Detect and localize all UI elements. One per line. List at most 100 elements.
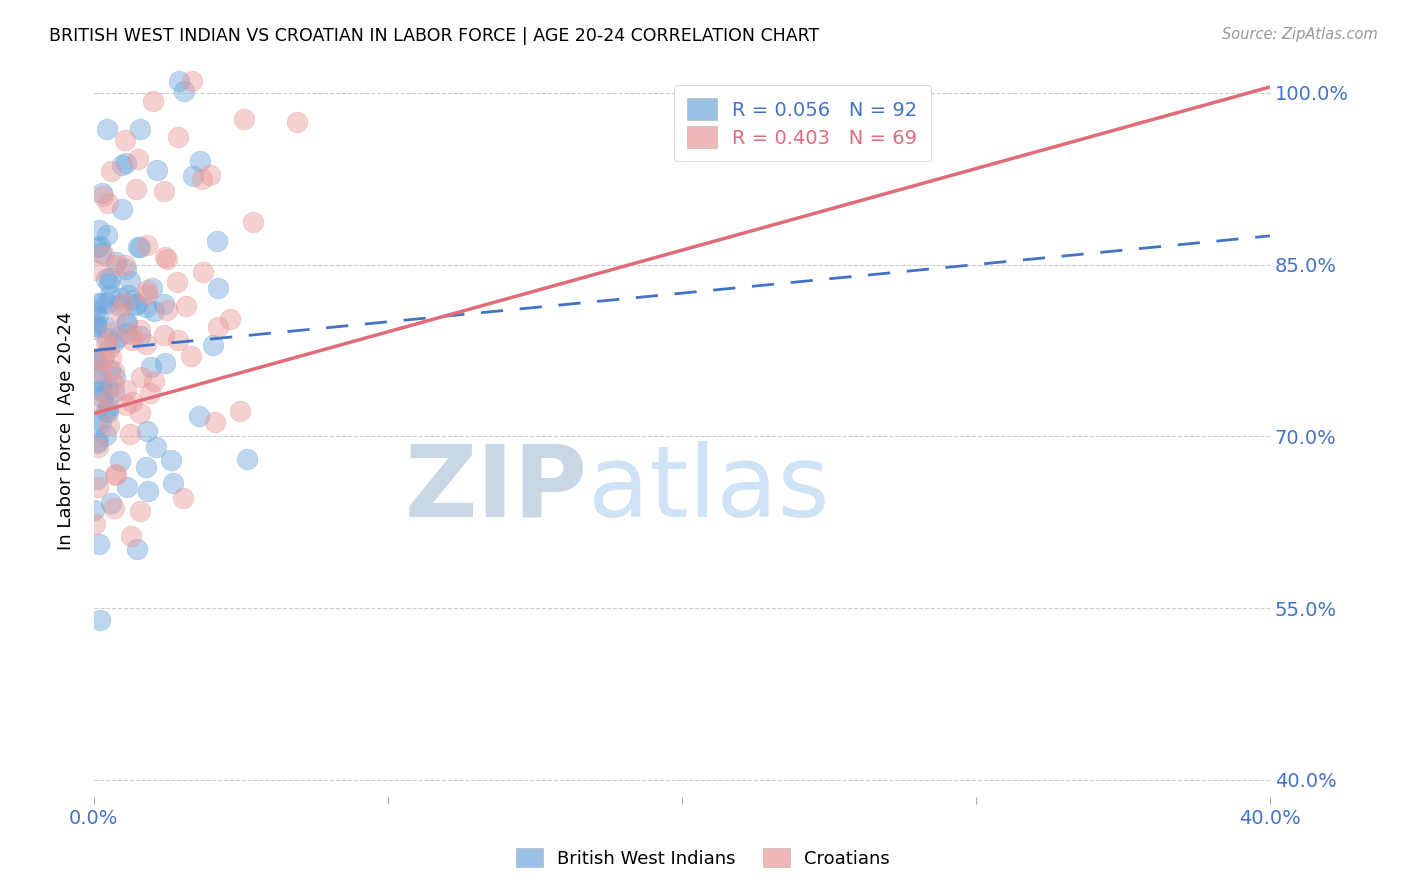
- Point: [114, 258, 136, 272]
- Point: [84, 353, 107, 368]
- Point: [218, 312, 240, 326]
- Point: [103, 335, 125, 350]
- Point: [97, 405, 120, 419]
- Point: [100, 350, 122, 364]
- Point: [167, 74, 190, 88]
- Point: [129, 370, 152, 384]
- Point: [136, 484, 159, 499]
- Point: [167, 333, 190, 347]
- Point: [191, 265, 214, 279]
- Point: [181, 74, 204, 88]
- Y-axis label: In Labor Force | Age 20-24: In Labor Force | Age 20-24: [58, 311, 75, 549]
- Point: [187, 409, 209, 423]
- Point: [242, 214, 264, 228]
- Point: [190, 171, 212, 186]
- Point: [121, 395, 143, 409]
- Point: [120, 529, 142, 543]
- Point: [135, 459, 157, 474]
- Point: [129, 504, 152, 518]
- Point: [136, 237, 159, 252]
- Point: [84, 366, 107, 380]
- Point: [153, 327, 176, 342]
- Text: ZIP: ZIP: [405, 441, 588, 538]
- Point: [121, 293, 143, 307]
- Point: [84, 322, 107, 336]
- Point: [90, 383, 112, 397]
- Point: [107, 329, 129, 343]
- Point: [166, 275, 188, 289]
- Point: [90, 416, 112, 430]
- Point: [201, 338, 224, 352]
- Point: [180, 350, 202, 364]
- Point: [103, 501, 125, 516]
- Point: [91, 189, 114, 203]
- Legend: British West Indians, Croatians: British West Indians, Croatians: [505, 838, 901, 879]
- Point: [89, 374, 111, 388]
- Point: [205, 234, 228, 248]
- Point: [104, 258, 127, 272]
- Point: [198, 169, 221, 183]
- Point: [91, 353, 114, 368]
- Point: [107, 305, 129, 319]
- Point: [153, 356, 176, 370]
- Point: [162, 475, 184, 490]
- Point: [153, 250, 176, 264]
- Point: [111, 202, 134, 217]
- Point: [142, 304, 165, 318]
- Point: [89, 413, 111, 427]
- Point: [285, 115, 308, 129]
- Point: [153, 296, 176, 310]
- Point: [83, 503, 105, 517]
- Point: [90, 364, 112, 378]
- Point: [90, 390, 112, 404]
- Point: [156, 252, 179, 267]
- Point: [87, 537, 110, 551]
- Point: [104, 369, 127, 384]
- Point: [108, 298, 131, 312]
- Point: [104, 467, 127, 482]
- Point: [156, 303, 179, 318]
- Point: [128, 406, 150, 420]
- Point: [229, 404, 252, 418]
- Point: [84, 302, 107, 317]
- Point: [86, 309, 108, 323]
- Point: [152, 185, 174, 199]
- Point: [135, 287, 157, 301]
- Point: [115, 480, 138, 494]
- Point: [127, 240, 149, 254]
- Point: [135, 300, 157, 314]
- Point: [96, 331, 118, 345]
- Point: [104, 468, 127, 483]
- Point: [98, 276, 121, 290]
- Point: [181, 169, 204, 184]
- Point: [110, 158, 132, 172]
- Point: [129, 240, 152, 254]
- Point: [167, 129, 190, 144]
- Text: Source: ZipAtlas.com: Source: ZipAtlas.com: [1222, 27, 1378, 42]
- Point: [100, 496, 122, 510]
- Point: [121, 333, 143, 347]
- Point: [120, 327, 142, 342]
- Point: [100, 288, 122, 302]
- Point: [86, 472, 108, 486]
- Point: [172, 491, 194, 506]
- Point: [96, 122, 118, 136]
- Point: [97, 391, 120, 405]
- Point: [97, 382, 120, 396]
- Point: [118, 426, 141, 441]
- Point: [142, 94, 165, 108]
- Point: [98, 341, 121, 355]
- Point: [94, 427, 117, 442]
- Point: [127, 152, 149, 166]
- Point: [115, 383, 138, 397]
- Point: [115, 156, 138, 170]
- Point: [87, 434, 110, 449]
- Legend: R = 0.056   N = 92, R = 0.403   N = 69: R = 0.056 N = 92, R = 0.403 N = 69: [673, 85, 931, 161]
- Point: [103, 377, 125, 392]
- Point: [118, 275, 141, 289]
- Point: [139, 359, 162, 374]
- Point: [145, 440, 167, 454]
- Point: [87, 480, 110, 494]
- Point: [236, 452, 259, 467]
- Point: [232, 112, 254, 127]
